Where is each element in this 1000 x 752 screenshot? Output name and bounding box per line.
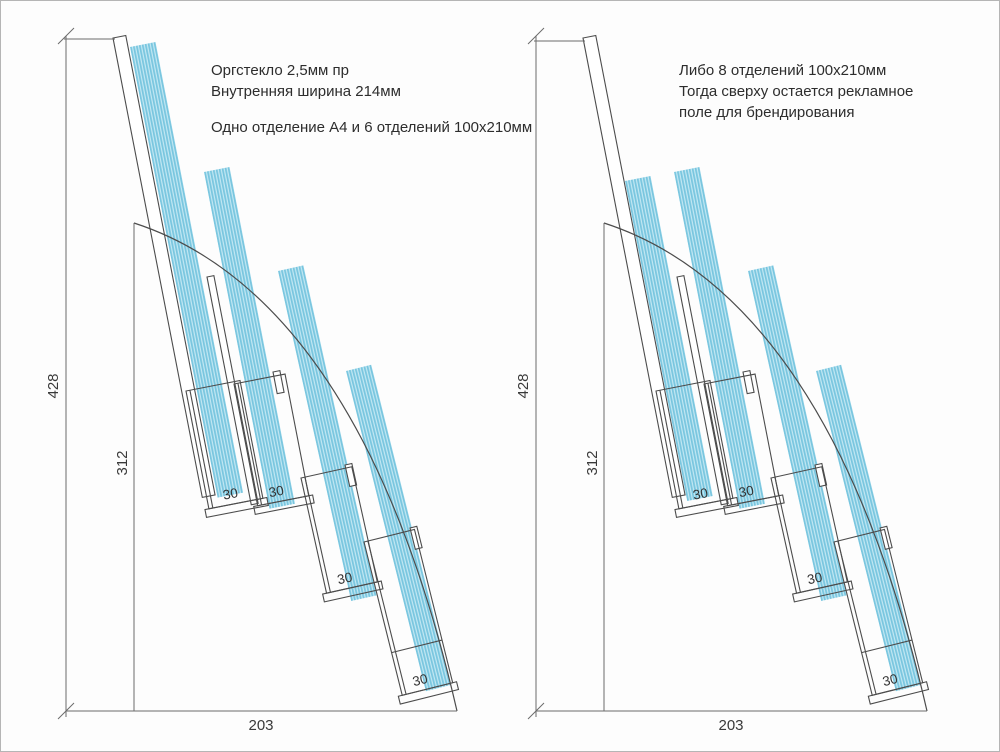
pocket-divider-3	[344, 462, 358, 488]
brochure-strip-2	[674, 167, 765, 509]
pocket-depth-label: 30	[267, 483, 285, 501]
pocket-divider-1	[206, 275, 259, 506]
pocket-shelf	[397, 681, 460, 705]
left-diagram: 30 30 30 30	[45, 27, 460, 734]
right-note-line-2: Тогда сверху остается рекламное	[679, 83, 914, 100]
brochure-strip-1	[130, 42, 244, 498]
back-panel	[112, 34, 216, 499]
pocket-shelf	[253, 494, 315, 515]
brochure-strip-3	[748, 265, 847, 601]
pocket-shelf	[867, 681, 930, 705]
brochure-strip-4	[346, 364, 452, 692]
right-note-line-3: поле для брендирования	[679, 104, 855, 121]
brochure-strip-3	[278, 265, 377, 601]
brochure-strip-1	[625, 176, 713, 502]
pocket-depth-label: 30	[411, 671, 429, 689]
dim-tick	[57, 27, 75, 45]
pocket-4: 30	[363, 528, 460, 705]
pocket-depth-label: 30	[806, 569, 824, 587]
stand-curve-profile	[603, 222, 928, 712]
right-diagram: 30 30 30 30	[515, 27, 930, 734]
pocket-shelf	[321, 580, 384, 603]
pocket-depth-label: 30	[881, 671, 899, 689]
dimensions: 428 312 203	[515, 27, 927, 734]
dim-height-label: 428	[515, 373, 532, 398]
pocket-1: 30	[185, 379, 269, 519]
pocket-divider-3	[814, 462, 828, 488]
pocket-depth-label: 30	[336, 569, 354, 587]
dim-inner-height-label: 312	[114, 450, 131, 475]
pocket-depth-label: 30	[222, 485, 240, 503]
back-panel	[582, 34, 686, 499]
right-notes: Либо 8 отделений 100х210мм Тогда сверху …	[679, 60, 913, 123]
stand-curve-profile	[133, 222, 458, 712]
pocket-3: 30	[770, 466, 854, 603]
dim-inner-height-label: 312	[584, 450, 601, 475]
dim-tick	[527, 27, 545, 45]
brochure-strip-2	[204, 167, 295, 509]
left-note-line-1: Оргстекло 2,5мм пр	[211, 62, 349, 79]
pocket-shelf	[674, 496, 739, 519]
pocket-divider-1	[676, 275, 729, 506]
pocket-shelf	[723, 494, 785, 515]
pocket-4: 30	[833, 528, 930, 705]
dim-width-label: 203	[248, 717, 273, 734]
pocket-2: 30	[703, 373, 785, 515]
pocket-depth-label: 30	[737, 483, 755, 501]
dim-height-label: 428	[45, 373, 62, 398]
left-note-extra: Одно отделение А4 и 6 отделений 100х210м…	[211, 117, 532, 138]
pocket-shelf	[204, 496, 269, 519]
pocket-1: 30	[655, 379, 739, 519]
left-notes: Оргстекло 2,5мм пр Внутренняя ширина 214…	[211, 60, 401, 102]
right-note-line-1: Либо 8 отделений 100х210мм	[679, 62, 887, 79]
pocket-3: 30	[300, 466, 384, 603]
pocket-depth-label: 30	[692, 485, 710, 503]
left-note-line-2: Внутренняя ширина 214мм	[211, 83, 401, 100]
dim-width-label: 203	[718, 717, 743, 734]
pocket-2: 30	[233, 373, 315, 515]
dimensions: 428 312 203	[45, 27, 457, 734]
left-note-line-3: Одно отделение А4 и 6 отделений 100х210м…	[211, 119, 533, 136]
brochure-strip-4	[816, 364, 922, 692]
pocket-shelf	[791, 580, 854, 603]
